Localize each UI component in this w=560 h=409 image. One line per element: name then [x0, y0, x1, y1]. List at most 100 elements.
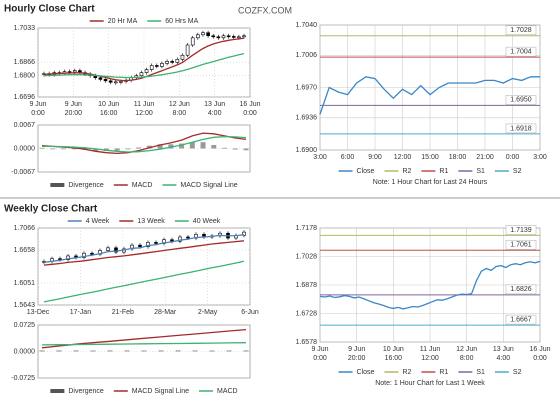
x-tick-label: 20:00 [65, 110, 83, 117]
series-line [43, 260, 245, 303]
level-label: 1.6826 [510, 286, 532, 293]
legend-symbol [50, 183, 65, 187]
divergence-bar [124, 350, 130, 352]
y-tick-label: 1.6878 [296, 282, 318, 289]
candle [178, 236, 182, 242]
candle [114, 247, 118, 253]
x-tick-label: 18:00 [449, 154, 467, 161]
legend-label: R2 [402, 369, 411, 376]
y-tick-label: 1.6866 [14, 59, 36, 66]
legend-label: MACD [217, 388, 238, 395]
legend-label: MACD Signal Line [132, 388, 189, 395]
level-label-box [505, 46, 537, 57]
x-tick-label: 9 Jun [311, 346, 328, 353]
x-tick-label: 16 Jun [529, 346, 550, 353]
candle [231, 36, 236, 38]
candle [226, 35, 231, 38]
legend-label: 40 Week [193, 218, 221, 225]
level-label-box [505, 25, 537, 35]
x-tick-label: 9 Jun [348, 346, 365, 353]
series-line [43, 240, 245, 266]
note: Note: 1 Hour Chart for Last 1 Week [375, 380, 485, 387]
x-tick-label: 4:00 [497, 355, 511, 362]
legend-label: S2 [513, 168, 522, 175]
candle [144, 69, 149, 73]
candle [113, 81, 118, 84]
x-tick-label: 2-May [198, 309, 218, 316]
level-label-box [505, 314, 537, 325]
divergence-bar [90, 350, 96, 352]
x-tick-label: 4:00 [208, 110, 222, 117]
x-tick-label: 12 Jun [456, 346, 477, 353]
level-label: 1.6667 [510, 316, 532, 323]
series-line [41, 132, 247, 155]
divergence-bar [114, 148, 120, 151]
series-line [43, 52, 245, 79]
candle [180, 54, 185, 60]
x-tick-label: 20:00 [348, 355, 366, 362]
candle [211, 35, 216, 38]
level-label: 1.7028 [510, 27, 532, 34]
y-tick-label: 1.6970 [296, 84, 318, 91]
divergence-bar [189, 142, 195, 149]
x-tick-label: 6-Jun [241, 309, 259, 316]
candle [106, 247, 110, 251]
divergence-bar [141, 350, 147, 352]
level-label: 1.7061 [510, 242, 532, 249]
divergence-bar [179, 143, 185, 149]
candle [154, 242, 158, 244]
x-tick-label: 13-Dec [27, 309, 50, 316]
series-line [319, 76, 540, 115]
divergence-bar [168, 144, 174, 149]
x-tick-label: 0:00 [533, 355, 547, 362]
divergence-bar [73, 350, 79, 352]
candle [160, 63, 164, 67]
x-tick-label: 9 Jun [65, 101, 82, 108]
x-tick-label: 8:00 [460, 355, 474, 362]
divergence-bar [107, 350, 113, 352]
level-label: 1.7139 [510, 227, 532, 234]
y-tick-label: 0.0000 [14, 145, 36, 152]
divergence-bar [136, 147, 142, 149]
legend-label: R1 [439, 168, 448, 175]
divergence-bar [232, 148, 238, 150]
y-tick-label: 0.0067 [14, 122, 36, 129]
series-line [42, 135, 247, 153]
x-tick-label: 10 Jun [383, 346, 404, 353]
candle [119, 81, 123, 83]
y-tick-label: 1.7066 [14, 225, 36, 232]
candle [185, 44, 190, 56]
candle [175, 59, 180, 63]
level-label-box [505, 95, 537, 105]
candle [190, 37, 195, 46]
legend-label: S1 [476, 168, 485, 175]
x-tick-label: 0:00 [506, 154, 520, 161]
legend-label: S1 [476, 369, 485, 376]
x-tick-label: 17-Jan [70, 309, 92, 316]
legend-label: R2 [402, 168, 411, 175]
divergence-bar [226, 350, 232, 352]
section-title: Hourly Close Chart [4, 4, 95, 15]
divergence-bar [71, 148, 77, 150]
level-label: 1.7004 [510, 48, 532, 55]
x-tick-label: 16 Jun [239, 101, 260, 108]
divergence-bar [39, 147, 45, 149]
y-tick-label: 1.6696 [14, 94, 36, 101]
y-tick-label: 1.7040 [296, 22, 318, 29]
divergence-bar [56, 350, 62, 352]
y-tick-label: 1.6900 [296, 147, 318, 154]
x-tick-label: 21:00 [476, 154, 494, 161]
x-tick-label: 13 Jun [204, 101, 225, 108]
candle [138, 244, 142, 248]
legend-label: Divergence [68, 182, 104, 189]
y-tick-label: 1.7028 [296, 253, 318, 260]
candle [237, 36, 241, 39]
divergence-bar [200, 142, 206, 149]
site-name: COZFX.COM [238, 5, 292, 15]
candle [146, 242, 150, 248]
series-line [43, 234, 245, 264]
level-label-box [505, 225, 537, 235]
y-tick-label: 0.0000 [14, 348, 36, 355]
divergence-bar [157, 144, 163, 149]
